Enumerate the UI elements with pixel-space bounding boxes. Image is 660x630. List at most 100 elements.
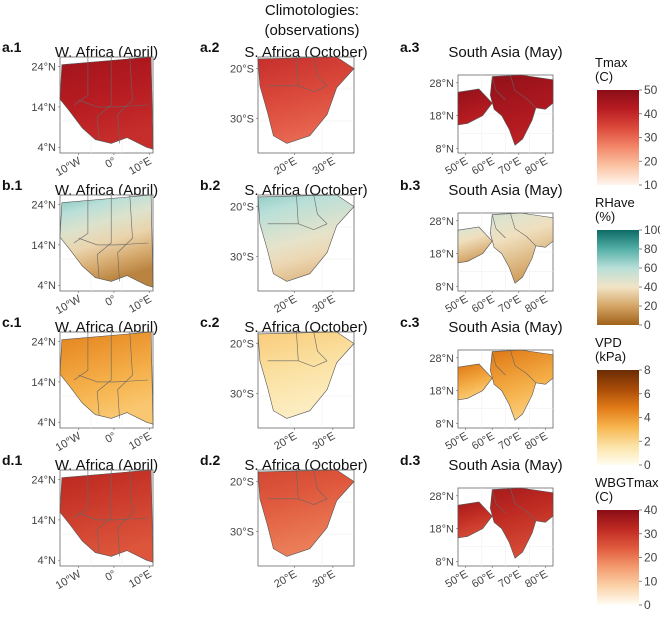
country-border xyxy=(117,252,120,282)
y-tick-label: 20°S xyxy=(230,477,254,489)
colorbar-tick-label: 40 xyxy=(644,503,658,517)
colorbar-wbgtmax: WBGTmax(C) 40 30 20 10 0 xyxy=(595,475,659,612)
colorbar-tick-label: 80 xyxy=(644,242,658,256)
country-border xyxy=(73,470,89,519)
y-tick-label: 4°N xyxy=(38,417,57,429)
panel-label: d.1 xyxy=(2,452,22,468)
x-tick-label: 70°E xyxy=(497,293,524,315)
panels: a.1 W. Africa (April)24°N14°N4°N10°W 0° 10°… xyxy=(2,39,563,592)
country-border xyxy=(491,351,497,366)
country-border xyxy=(313,498,328,505)
figure-title-line1: Climotologies: xyxy=(265,2,359,19)
colorbar-tick-label: 0 xyxy=(644,598,651,612)
x-tick-label: 60°E xyxy=(470,568,497,590)
colorbar-gradient xyxy=(597,510,639,605)
colorbar-rhave: RHave(%) 100 80 60 40 20 0 xyxy=(595,195,660,332)
panel-b-1: b.1 W. Africa (April)24°N14°N4°N10°W 0° 10°… xyxy=(2,177,158,317)
y-tick-label: 18°N xyxy=(429,249,454,261)
land-area xyxy=(59,56,154,150)
y-tick-label: 30°S xyxy=(230,113,254,125)
colorbar-title-line2: (C) xyxy=(595,69,613,84)
country-border xyxy=(491,214,497,229)
country-border xyxy=(117,56,133,115)
country-border xyxy=(491,76,497,91)
colorbar-gradient xyxy=(597,90,639,185)
colorbar-vpd: VPD(kPa) 8 6 4 2 0 xyxy=(595,335,651,472)
y-tick-label: 14°N xyxy=(31,515,56,527)
colorbars: Tmax(C)5040302010RHave(%)100806040200VPD… xyxy=(595,55,660,612)
country-border xyxy=(510,349,527,374)
land-area xyxy=(257,331,355,419)
y-tick-label: 20°S xyxy=(230,339,254,351)
colorbar-tick-label: 2 xyxy=(644,434,651,448)
x-tick-label: 60°E xyxy=(470,155,497,177)
y-tick-label: 28°N xyxy=(429,216,454,228)
y-tick-label: 30°S xyxy=(230,526,254,538)
country-border xyxy=(491,489,497,504)
panel-a-2: a.2 S. Africa (October)20°S30°S20°E 30°E xyxy=(200,39,368,178)
country-border xyxy=(78,99,149,108)
panel-label: a.3 xyxy=(400,39,420,55)
colorbar-gradient xyxy=(597,370,639,465)
colorbar-tick-label: 40 xyxy=(644,107,658,121)
land-area xyxy=(59,194,154,288)
country-border xyxy=(78,512,149,521)
panel-title: South Asia (May) xyxy=(448,182,562,199)
x-tick-label: 70°E xyxy=(497,155,524,177)
y-tick-label: 14°N xyxy=(31,102,56,114)
y-tick-label: 28°N xyxy=(429,78,454,90)
land-area-india xyxy=(489,487,554,559)
x-tick-label: 20°E xyxy=(272,568,299,590)
y-tick-label: 28°N xyxy=(429,491,454,503)
country-border xyxy=(313,194,328,225)
country-border xyxy=(526,373,537,384)
colorbar-title-line1: VPD xyxy=(595,335,622,350)
land-area-india xyxy=(489,74,554,146)
land-area xyxy=(59,469,154,563)
panel-title: South Asia (May) xyxy=(448,44,562,61)
y-tick-label: 30°S xyxy=(230,251,254,263)
colorbar-tick-label: 0 xyxy=(644,318,651,332)
panel-d-3: d.3 South Asia (May) 28°N 18°N 8°N50°E 60°E 70… xyxy=(400,452,563,591)
country-border xyxy=(526,511,537,522)
country-border xyxy=(313,85,328,92)
y-tick-label: 28°N xyxy=(429,353,454,365)
country-border xyxy=(313,469,328,500)
y-tick-label: 4°N xyxy=(38,142,57,154)
colorbar-tick-label: 40 xyxy=(644,280,658,294)
land-area xyxy=(257,56,355,144)
panel-label: a.1 xyxy=(2,39,22,55)
x-tick-label: 80°E xyxy=(523,430,550,452)
x-tick-label: 50°E xyxy=(443,568,470,590)
colorbar-title-line2: (C) xyxy=(595,489,613,504)
x-tick-label: 10°E xyxy=(127,155,154,177)
x-tick-label: 30°E xyxy=(311,430,338,452)
land-area-arabia xyxy=(457,501,493,539)
panel-label: b.2 xyxy=(200,177,220,193)
country-border xyxy=(495,228,506,239)
country-border xyxy=(117,389,120,419)
colorbar-tmax: Tmax(C) 50 40 30 20 10 xyxy=(595,55,658,192)
country-border xyxy=(97,470,112,530)
country-border xyxy=(510,212,527,237)
panel-d-2: d.2 S. Africa (October)20°S30°S20°E 30°E xyxy=(200,452,368,591)
panel-title: South Asia (May) xyxy=(448,319,562,336)
panel-c-2: c.2 S. Africa (October)20°S30°S20°E 30°E xyxy=(200,314,368,453)
country-border xyxy=(495,365,506,376)
colorbar-tick-label: 30 xyxy=(644,131,658,145)
panel-label: c.1 xyxy=(2,314,22,330)
panel-b-3: b.3 South Asia (May) 28°N 18°N 8°N50°E 60°E 70… xyxy=(400,177,563,316)
x-tick-label: 50°E xyxy=(443,155,470,177)
panel-label: b.1 xyxy=(2,177,22,193)
country-border xyxy=(117,527,120,557)
colorbar-title-line2: (%) xyxy=(595,209,615,224)
x-tick-label: 10°W xyxy=(54,568,84,592)
country-border xyxy=(313,360,328,367)
country-border xyxy=(510,74,527,99)
country-border xyxy=(117,194,133,253)
x-tick-label: 80°E xyxy=(523,293,550,315)
country-border xyxy=(495,90,506,101)
colorbar-tick-label: 20 xyxy=(644,154,658,168)
y-tick-label: 8°N xyxy=(436,418,455,430)
